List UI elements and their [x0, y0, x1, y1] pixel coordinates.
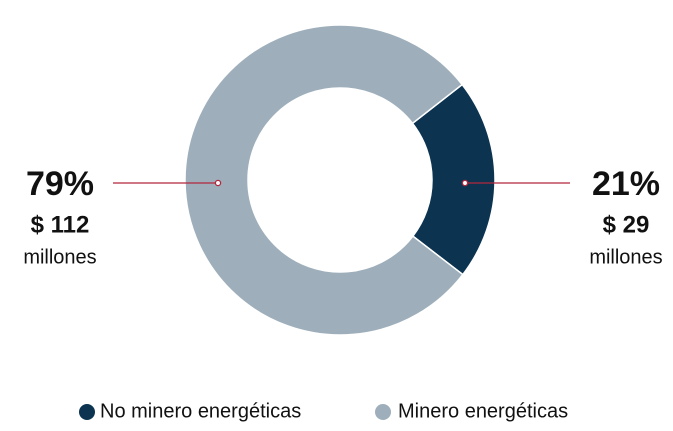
amount-label: $ 112 — [31, 211, 90, 238]
value-label: 21% — [592, 165, 660, 203]
legend-swatch — [79, 404, 95, 420]
leader-dot — [461, 179, 469, 187]
legend-swatch — [375, 404, 391, 420]
amount-unit: millones — [23, 246, 96, 268]
amount-label: $ 29 — [603, 211, 650, 238]
legend-label: No minero energéticas — [100, 400, 301, 422]
amount-unit: millones — [589, 246, 662, 268]
leader-dot — [214, 179, 222, 187]
donut-slice — [184, 24, 464, 336]
value-label: 79% — [26, 165, 94, 203]
legend-label: Minero energéticas — [398, 400, 568, 422]
